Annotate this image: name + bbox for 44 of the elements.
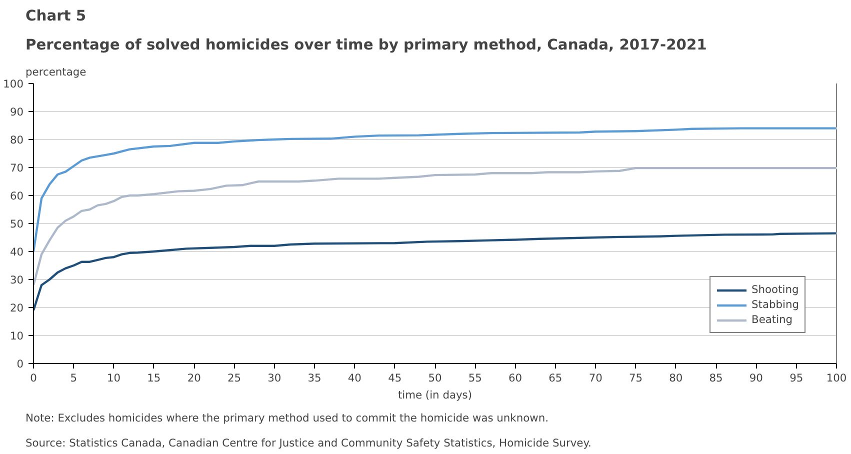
legend-label: Stabbing — [752, 298, 799, 311]
x-axis-title: time (in days) — [398, 388, 472, 402]
y-tick-label: 40 — [10, 246, 24, 258]
legend-label: Beating — [752, 313, 793, 326]
x-tick-label: 100 — [826, 372, 847, 384]
x-tick-label: 35 — [308, 372, 322, 384]
y-tick-label: 30 — [10, 274, 24, 286]
y-axis-title: percentage — [26, 66, 86, 78]
source-note: Source: Statistics Canada, Canadian Centre for Justice and Community Safety Statistics, Homicide Survey. — [26, 436, 592, 450]
y-tick-label: 100 — [3, 78, 24, 90]
x-tick-label: 15 — [147, 372, 161, 384]
y-tick-label: 20 — [10, 302, 24, 314]
x-tick-label: 75 — [628, 372, 643, 384]
x-tick-label: 45 — [388, 372, 402, 384]
y-tick-label: 50 — [10, 218, 24, 230]
y-tick-label: 0 — [16, 358, 24, 370]
text: Note: Excludes homicides where the primary method used to commit the homicide was unknown. — [26, 412, 548, 424]
y-tick-label: 80 — [10, 134, 24, 146]
x-tick-label: 90 — [749, 372, 764, 384]
y-tick-label: 90 — [10, 106, 24, 118]
x-tick-label: 60 — [508, 372, 522, 384]
y-tick-label: 10 — [10, 330, 24, 342]
line-series — [34, 127, 836, 253]
line-series — [34, 166, 836, 286]
x-tick-label: 25 — [227, 372, 242, 384]
x-tick-label: 10 — [107, 372, 121, 384]
x-tick-label: 85 — [709, 372, 723, 384]
y-tick-label: 60 — [10, 190, 24, 202]
chart-title: Chart 5 — [26, 8, 86, 24]
x-tick-label: 40 — [348, 372, 362, 384]
x-tick-label: 80 — [669, 372, 683, 384]
x-tick-label: 55 — [468, 372, 482, 384]
x-tick-label: 95 — [790, 372, 804, 384]
x-tick-label: 50 — [428, 372, 442, 384]
x-tick-label: 5 — [70, 372, 78, 384]
line-series — [34, 232, 836, 312]
chart-subtitle: Percentage of solved homicides over time by primary method, Canada, 2017-2021 — [26, 36, 707, 54]
x-tick-label: 30 — [268, 372, 282, 384]
x-tick-label: 65 — [548, 372, 562, 384]
x-tick-label: 0 — [30, 372, 38, 384]
y-tick-label: 70 — [10, 162, 24, 174]
legend-label: Shooting — [752, 283, 799, 296]
x-tick-label: 20 — [187, 372, 202, 384]
x-tick-label: 70 — [588, 372, 603, 384]
